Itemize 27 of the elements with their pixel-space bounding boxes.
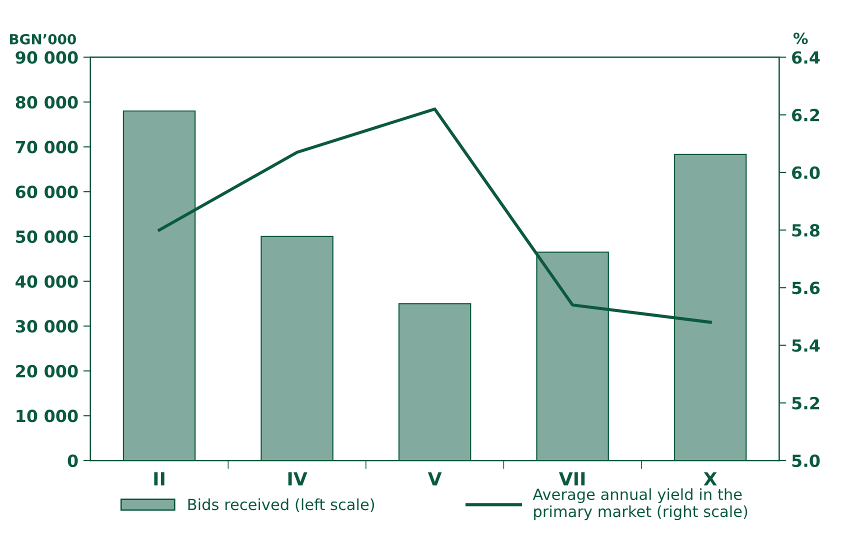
- y2-tick-label: 6.4: [792, 51, 820, 64]
- y-tick-label: 90 000: [16, 51, 78, 64]
- x-tick-label: V: [428, 472, 442, 486]
- y-tick-label: 80 000: [16, 96, 78, 109]
- y-tick-label: 20 000: [16, 364, 78, 378]
- legend-label: Average annual yield in the primary market (right scale): [532, 488, 748, 520]
- y-tick-label: 50 000: [16, 230, 78, 244]
- y-tick-label: 10 000: [16, 410, 78, 422]
- y-tick-label: 40 000: [16, 275, 78, 288]
- x-tick-label: II: [154, 472, 164, 486]
- y-tick-label: 30 000: [16, 320, 78, 333]
- y2-tick-label: 5.2: [792, 396, 820, 410]
- y-tick-label: 70 000: [16, 140, 78, 154]
- x-tick-label: VII: [558, 472, 585, 486]
- legend-label: Bids received (left scale): [188, 498, 374, 512]
- y2-tick-label: 5.0: [792, 454, 820, 468]
- y2-tick-label: 6.2: [792, 108, 820, 122]
- y-tick-label: 60 000: [16, 186, 78, 198]
- y-tick-label: 0: [68, 454, 78, 468]
- y2-tick-label: 5.8: [792, 224, 820, 237]
- y-axis-title: BGN’000: [10, 34, 76, 44]
- y2-axis-title: %: [793, 32, 808, 44]
- x-tick-label: IV: [288, 472, 308, 486]
- y2-tick-label: 6.0: [792, 166, 820, 180]
- y2-tick-label: 5.6: [792, 282, 820, 294]
- x-tick-label: X: [704, 472, 717, 486]
- y2-tick-label: 5.4: [792, 339, 820, 352]
